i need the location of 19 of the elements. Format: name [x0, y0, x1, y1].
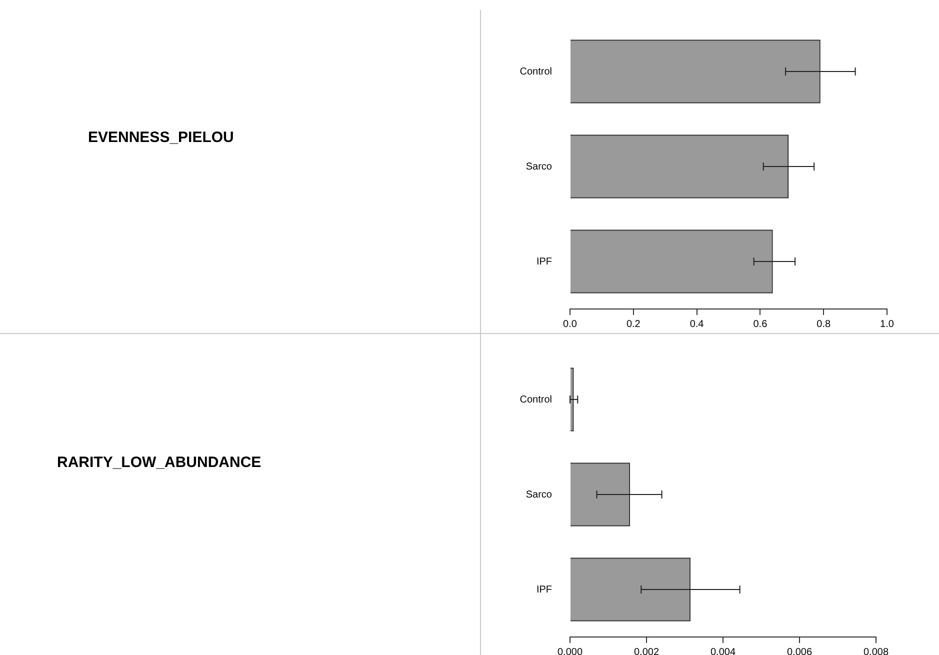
x-tick-label: 0.008	[863, 646, 889, 655]
y-tick-label: IPF	[536, 584, 552, 596]
y-axis-title: RARITY_LOW_ABUNDANCE	[57, 454, 262, 472]
x-tick-label: 0.8	[816, 318, 831, 330]
y-axis-title: EVENNESS_PIELOU	[88, 129, 234, 146]
x-tick-label: 0.002	[634, 646, 660, 655]
y-tick-label: IPF	[536, 256, 552, 268]
y-tick-label: Control	[520, 394, 552, 406]
y-tick-label: Control	[520, 66, 552, 78]
x-tick-label: 0.004	[710, 646, 736, 655]
x-tick-label: 1.0	[880, 318, 894, 330]
x-tick-label: 0.4	[690, 318, 704, 330]
x-tick-label: 0.0	[563, 318, 578, 330]
y-tick-label: Sarco	[526, 161, 552, 172]
x-tick-label: 0.2	[626, 318, 641, 330]
y-tick-label: Sarco	[526, 489, 552, 500]
x-tick-label: 0.006	[786, 646, 812, 655]
x-tick-label: 0.6	[753, 318, 768, 330]
x-tick-label: 0.000	[557, 646, 583, 655]
